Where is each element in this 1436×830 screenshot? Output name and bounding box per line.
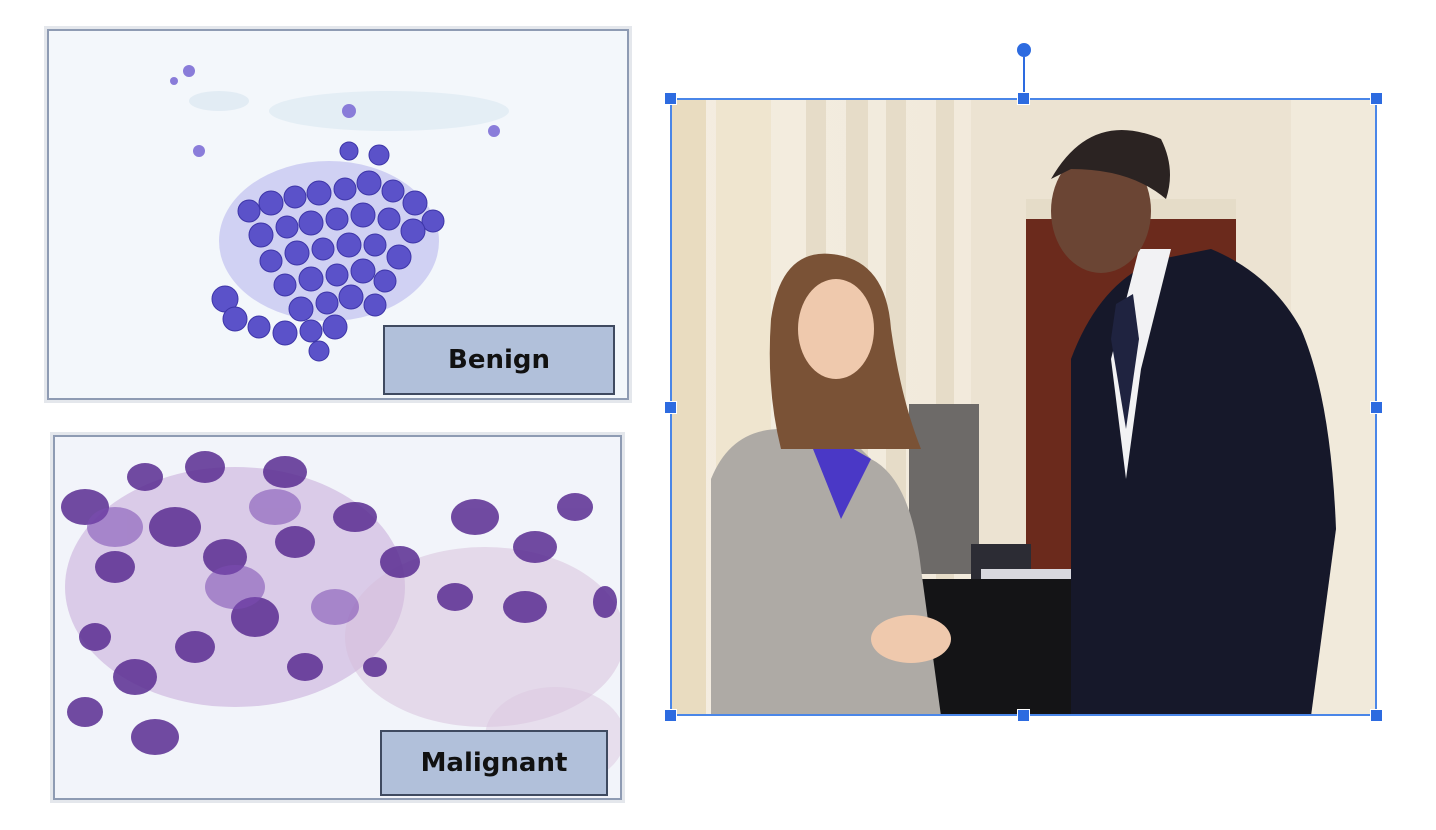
malignant-micrograph-image[interactable]: Malignant (50, 432, 625, 803)
rotation-connector (1023, 57, 1025, 95)
benign-image-frame: Benign (47, 29, 629, 400)
malignant-image-frame: Malignant (53, 435, 622, 800)
resize-handle-bottom-left[interactable] (664, 709, 677, 722)
malignant-cells-graphic (55, 437, 620, 798)
benign-cells-graphic (49, 31, 627, 398)
resize-handle-top-left[interactable] (664, 92, 677, 105)
malignant-label: Malignant (380, 730, 608, 796)
rotate-handle[interactable] (1017, 43, 1031, 57)
resize-handle-right[interactable] (1370, 401, 1383, 414)
resize-handle-bottom[interactable] (1017, 709, 1030, 722)
selected-photo-image[interactable] (671, 99, 1377, 716)
photo-graphic (671, 99, 1377, 716)
resize-handle-top-right[interactable] (1370, 92, 1383, 105)
resize-handle-left[interactable] (664, 401, 677, 414)
benign-micrograph-image[interactable]: Benign (44, 26, 632, 403)
resize-handle-bottom-right[interactable] (1370, 709, 1383, 722)
resize-handle-top[interactable] (1017, 92, 1030, 105)
benign-label: Benign (383, 325, 615, 395)
